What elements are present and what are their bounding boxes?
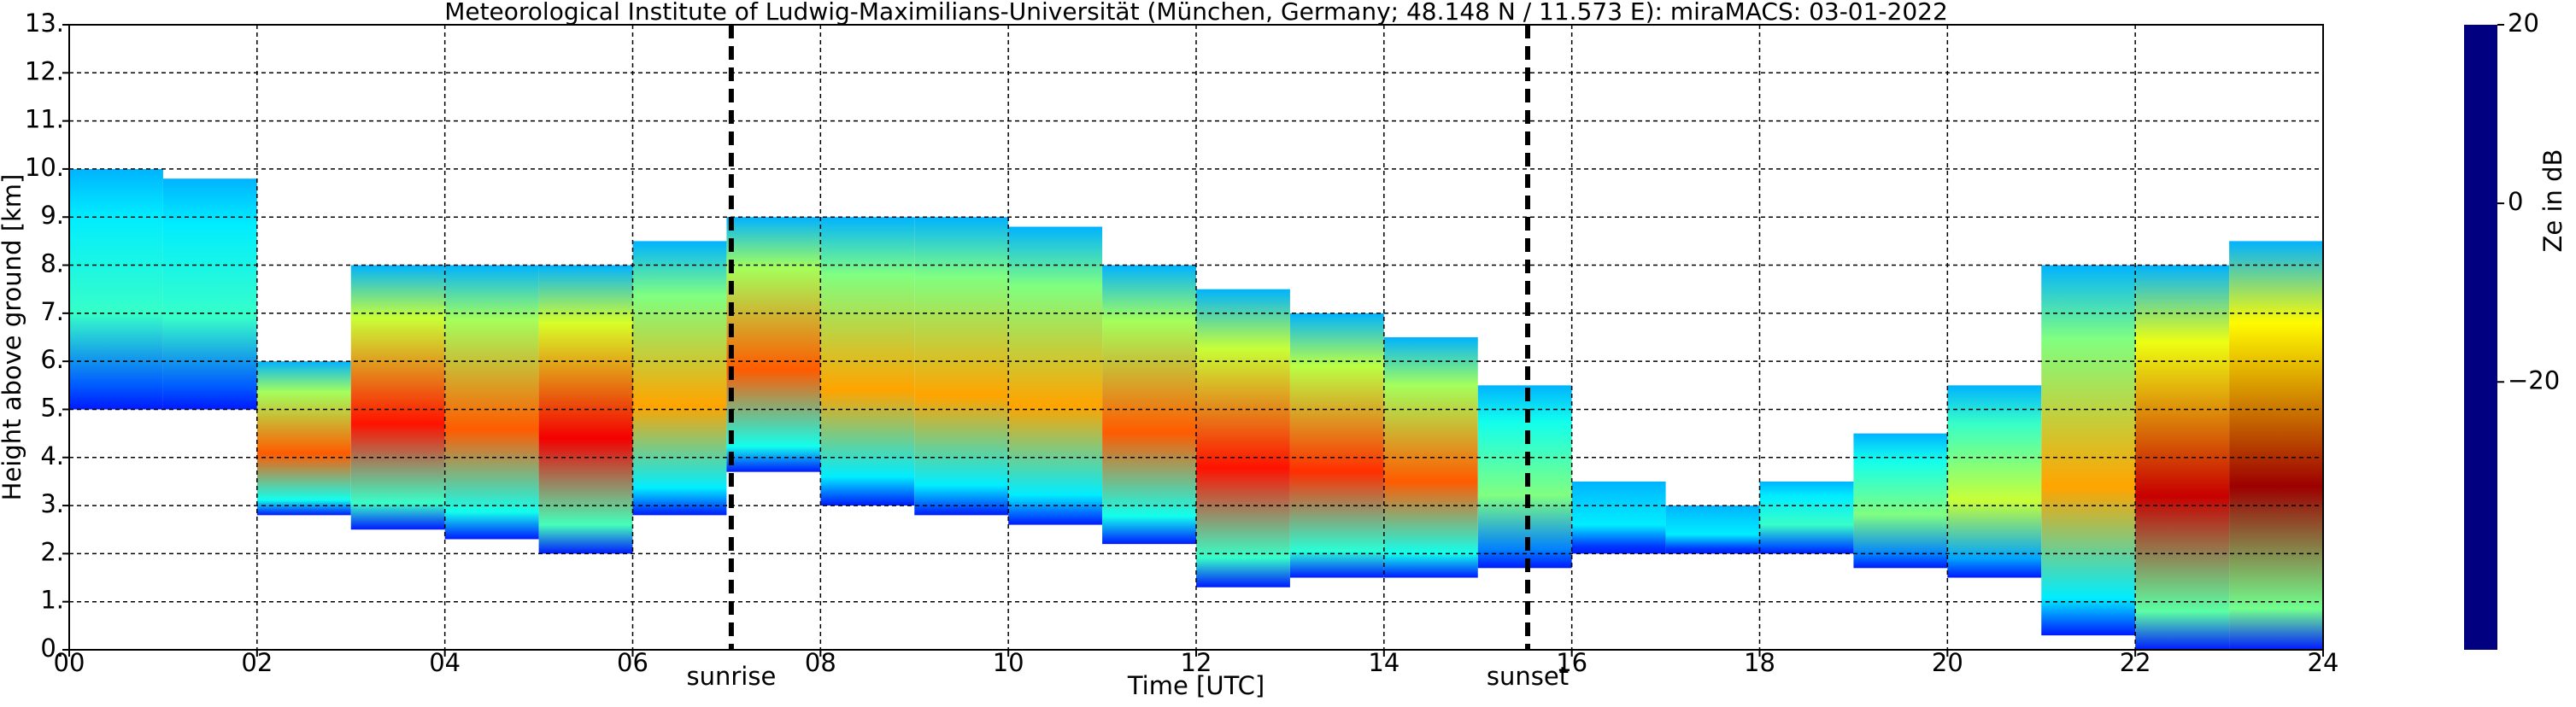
colorbar-label: Ze in dB <box>2538 149 2567 253</box>
reflectivity-cell <box>1665 505 1760 554</box>
reflectivity-cell <box>914 217 1009 516</box>
y-axis-label: Height above ground [km] <box>0 174 26 501</box>
y-tick-label: 1. <box>40 586 64 615</box>
plot-frame <box>68 24 2324 651</box>
x-axis-label: Time [UTC] <box>1127 671 1265 700</box>
reflectivity-cell <box>1196 289 1290 587</box>
reflectivity-cell <box>1008 226 1103 525</box>
y-tick-label: 9. <box>40 201 64 230</box>
reflectivity-cell <box>1759 481 1854 554</box>
reflectivity-cell <box>350 265 445 530</box>
y-tick-label: 11. <box>25 105 64 134</box>
reflectivity-cell <box>256 361 351 516</box>
y-tick-label: 7. <box>40 297 64 326</box>
y-tick-label: 2. <box>40 537 64 566</box>
reflectivity-cell <box>1477 385 1572 569</box>
reflectivity-cell <box>1102 265 1196 545</box>
event-label: sunset <box>1487 662 1569 691</box>
reflectivity-cell <box>820 217 915 506</box>
reflectivity-cell <box>162 178 257 410</box>
colorbar-tick-label: 20 <box>2508 9 2539 38</box>
y-tick-label: 4. <box>40 441 64 470</box>
chart-title: Meteorological Institute of Ludwig-Maxim… <box>444 0 1948 26</box>
y-tick-label: 12. <box>25 56 64 85</box>
reflectivity-cell <box>632 241 727 516</box>
reflectivity-cell <box>69 168 163 410</box>
y-tick-label: 13. <box>25 9 64 38</box>
colorbar <box>2464 25 2497 650</box>
y-tick-label: 10. <box>25 153 64 182</box>
y-tick-label: 0. <box>40 634 64 663</box>
y-tick-label: 8. <box>40 249 64 278</box>
reflectivity-cell <box>1289 313 1384 578</box>
reflectivity-cell <box>1571 481 1666 554</box>
colorbar-tick-label: −20 <box>2508 365 2560 394</box>
reflectivity-cell <box>2229 241 2323 650</box>
event-label: sunrise <box>687 662 777 691</box>
reflectivity-cell <box>1947 385 2042 578</box>
reflectivity-cell <box>2135 265 2230 650</box>
y-tick-label: 5. <box>40 393 64 422</box>
reflectivity-cell <box>2041 265 2136 636</box>
colorbar-tick-label: 0 <box>2508 187 2523 216</box>
y-tick-label: 6. <box>40 345 64 374</box>
y-tick-label: 3. <box>40 489 64 518</box>
reflectivity-cell <box>726 217 821 472</box>
reflectivity-cell <box>1853 433 1948 569</box>
reflectivity-cell <box>444 265 539 540</box>
